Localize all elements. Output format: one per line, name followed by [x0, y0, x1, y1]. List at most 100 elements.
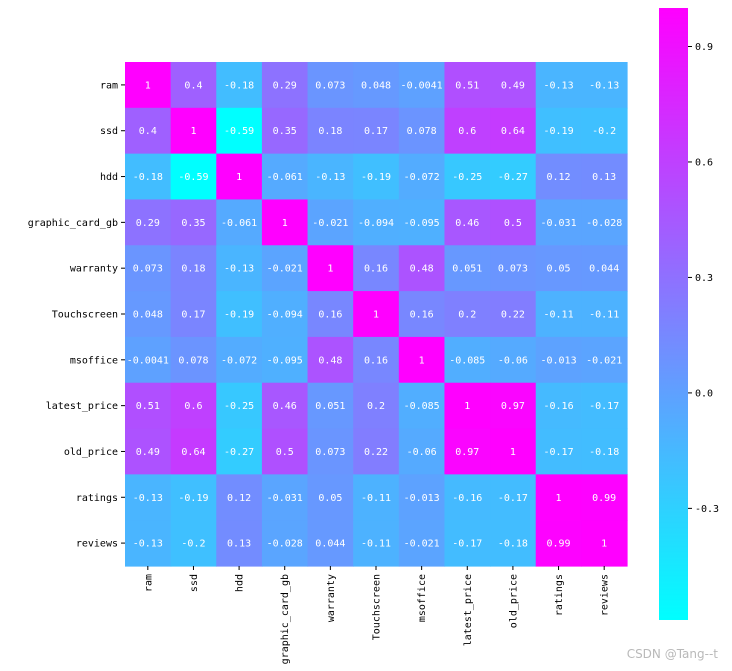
- heatmap-cell: [581, 153, 628, 201]
- cell-value-label: -0.06: [407, 447, 437, 458]
- heatmap-cell: [581, 474, 628, 521]
- heatmap-cell: [490, 245, 537, 292]
- heatmap-cells: 1 0.4 -0.18 0.29 0.073 0.048 -0.0041 0.51 0.49 -0…: [125, 62, 628, 567]
- heatmap-cell: [216, 62, 263, 109]
- cell-value-label: 0.49: [136, 447, 160, 458]
- heatmap-cell: [261, 199, 309, 246]
- column-label: ram: [143, 574, 154, 592]
- heatmap-cell: [125, 474, 172, 521]
- colorbar: 0.9 0.6 0.3 0.0 -0.3: [659, 8, 719, 620]
- heatmap-cell: [307, 291, 354, 338]
- cell-value-label: -0.17: [498, 493, 528, 504]
- heatmap-cell: [353, 291, 400, 338]
- cell-value-label: -0.0041: [127, 355, 169, 366]
- heatmap-cell: [398, 62, 446, 109]
- column-labels: ram ssd hdd graphic_card_gb warranty Touchscr…: [143, 566, 611, 664]
- cell-value-label: 0.5: [504, 218, 522, 229]
- cell-value-label: -0.2: [181, 539, 205, 550]
- heatmap-cell: [490, 428, 537, 475]
- heatmap-cell: [307, 62, 354, 109]
- heatmap-cell: [216, 291, 263, 338]
- cell-value-label: -0.19: [224, 310, 254, 321]
- cell-value-label: 0.078: [178, 355, 208, 366]
- cell-value-label: 0.073: [133, 264, 163, 275]
- heatmap-cell: [581, 291, 628, 338]
- colorbar-tick-label: 0.9: [695, 42, 713, 53]
- heatmap-cell: [444, 382, 491, 430]
- row-label: Touchscreen: [52, 310, 118, 321]
- cell-value-label: 1: [236, 172, 242, 183]
- heatmap-cell: [581, 428, 628, 475]
- heatmap-cell: [398, 520, 446, 567]
- heatmap-cell: [307, 382, 354, 430]
- cell-value-label: 0.05: [318, 493, 342, 504]
- cell-value-label: 1: [556, 493, 562, 504]
- heatmap-cell: [125, 153, 172, 201]
- heatmap-cell: [490, 336, 537, 384]
- cell-value-label: 0.51: [455, 80, 479, 91]
- heatmap-cell: [125, 107, 172, 155]
- cell-value-label: 0.17: [181, 310, 205, 321]
- cell-value-label: -0.013: [404, 493, 440, 504]
- cell-value-label: -0.095: [404, 218, 440, 229]
- heatmap-cell: [535, 520, 582, 567]
- cell-value-label: 1: [419, 355, 425, 366]
- cell-value-label: 0.99: [546, 539, 570, 550]
- cell-value-label: 0.29: [273, 80, 297, 91]
- cell-value-label: 0.97: [501, 401, 525, 412]
- cell-value-label: 0.64: [181, 447, 205, 458]
- heatmap-cell: [581, 245, 628, 292]
- heatmap-cell: [216, 382, 263, 430]
- cell-value-label: -0.031: [267, 493, 303, 504]
- cell-value-label: -0.27: [498, 172, 528, 183]
- cell-value-label: -0.094: [267, 310, 303, 321]
- heatmap-cell: [261, 245, 309, 292]
- colorbar-tick-label: 0.6: [695, 157, 713, 168]
- heatmap-cell: [353, 153, 400, 201]
- cell-value-label: 1: [373, 310, 379, 321]
- cell-value-label: 1: [190, 126, 196, 137]
- cell-value-label: 0.078: [407, 126, 437, 137]
- heatmap-cell: [307, 245, 354, 292]
- heatmap-cell: [444, 107, 491, 155]
- cell-value-label: -0.2: [592, 126, 616, 137]
- cell-value-label: 0.18: [318, 126, 342, 137]
- heatmap-cell: [490, 291, 537, 338]
- watermark: CSDN @Tang--t: [626, 647, 718, 661]
- heatmap-cell: [307, 520, 354, 567]
- heatmap-cell: [261, 336, 309, 384]
- cell-value-label: -0.25: [224, 401, 254, 412]
- heatmap-cell: [398, 153, 446, 201]
- cell-value-label: -0.028: [586, 218, 622, 229]
- cell-value-label: 0.13: [592, 172, 616, 183]
- cell-value-label: 0.29: [136, 218, 160, 229]
- heatmap-cell: [535, 428, 582, 475]
- heatmap-cell: [444, 153, 491, 201]
- heatmap-cell: [581, 199, 628, 246]
- column-label: hdd: [235, 574, 246, 592]
- cell-value-label: -0.031: [540, 218, 576, 229]
- column-label: msoffice: [417, 574, 428, 622]
- heatmap-cell: [353, 382, 400, 430]
- colorbar-tick-label: -0.3: [695, 504, 719, 515]
- heatmap-cell: [125, 199, 172, 246]
- heatmap-cell: [216, 107, 263, 155]
- heatmap-cell: [261, 382, 309, 430]
- heatmap-cell: [535, 291, 582, 338]
- heatmap-cell: [490, 520, 537, 567]
- heatmap-cell: [307, 153, 354, 201]
- heatmap-cell: [398, 291, 446, 338]
- cell-value-label: 0.22: [364, 447, 388, 458]
- heatmap-cell: [535, 336, 582, 384]
- heatmap-cell: [444, 336, 491, 384]
- heatmap-cell: [261, 62, 309, 109]
- cell-value-label: 0.22: [501, 310, 525, 321]
- heatmap-cell: [490, 382, 537, 430]
- cell-value-label: -0.028: [267, 539, 303, 550]
- heatmap-cell: [125, 291, 172, 338]
- heatmap-cell: [170, 245, 217, 292]
- cell-value-label: -0.13: [133, 539, 163, 550]
- cell-value-label: 0.51: [136, 401, 160, 412]
- heatmap-cell: [125, 382, 172, 430]
- heatmap-cell: [581, 520, 628, 567]
